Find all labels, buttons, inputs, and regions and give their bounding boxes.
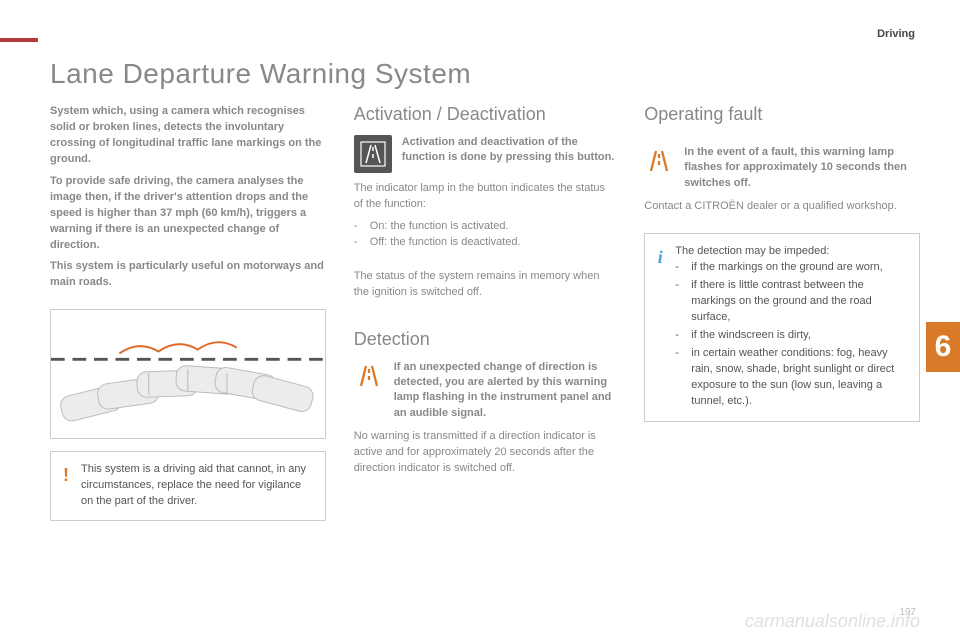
info-intro: The detection may be impeded: [675,244,909,260]
info-item: if the windscreen is dirty, [691,328,811,344]
lane-fault-lamp-icon [644,145,674,175]
chapter-tab: 6 [926,322,960,372]
no-warning-note: No warning is transmitted if a direction… [354,429,617,477]
watermark: carmanualsonline.info [745,611,920,632]
detection-heading: Detection [354,329,617,350]
intro-paragraph-3: This system is particularly useful on mo… [50,259,326,291]
column-left: System which, using a camera which recog… [50,104,326,521]
column-middle: Activation / Deactivation Activation and… [354,104,617,521]
intro-paragraph-1: System which, using a camera which recog… [50,104,326,168]
status-intro: The indicator lamp in the button indicat… [354,181,617,213]
column-right: Operating fault In the event of a fault,… [644,104,920,521]
warning-text: This system is a driving aid that cannot… [81,462,315,510]
activation-button-text: Activation and deactivation of the funct… [402,135,617,166]
accent-bar [0,38,38,42]
info-box: i The detection may be impeded: -if the … [644,233,920,422]
content-columns: System which, using a camera which recog… [50,104,920,521]
status-bullets: -On: the function is activated. -Off: th… [354,219,617,251]
lane-warning-lamp-icon [354,360,384,390]
detection-warning-row: If an unexpected change of direction is … [354,360,617,422]
detection-warning-text: If an unexpected change of direction is … [394,360,617,422]
bullet-off: Off: the function is deactivated. [370,235,521,251]
info-content: The detection may be impeded: -if the ma… [675,244,909,411]
bullet-on: On: the function is activated. [370,219,509,235]
fault-warning-text: In the event of a fault, this warning la… [684,145,920,191]
exclamation-icon: ! [59,462,73,488]
lane-departure-diagram [50,309,326,439]
activation-button-row: Activation and deactivation of the funct… [354,135,617,173]
page-title: Lane Departure Warning System [50,58,920,90]
info-item: if the markings on the ground are worn, [691,260,882,276]
lane-button-icon [354,135,392,173]
activation-heading: Activation / Deactivation [354,104,617,125]
info-icon: i [653,244,667,270]
fault-warning-row: In the event of a fault, this warning la… [644,145,920,191]
manual-page: Driving Lane Departure Warning System Sy… [0,0,960,640]
info-item: if there is little contrast between the … [691,278,909,326]
memory-note: The status of the system remains in memo… [354,269,617,301]
warning-box: ! This system is a driving aid that cann… [50,451,326,521]
section-label: Driving [877,28,915,40]
intro-paragraph-2: To provide safe driving, the camera anal… [50,174,326,254]
fault-heading: Operating fault [644,104,920,125]
info-item: in certain weather conditions: fog, heav… [691,346,909,410]
info-list: -if the markings on the ground are worn,… [675,260,909,409]
dealer-note: Contact a CITROËN dealer or a qualified … [644,199,920,215]
